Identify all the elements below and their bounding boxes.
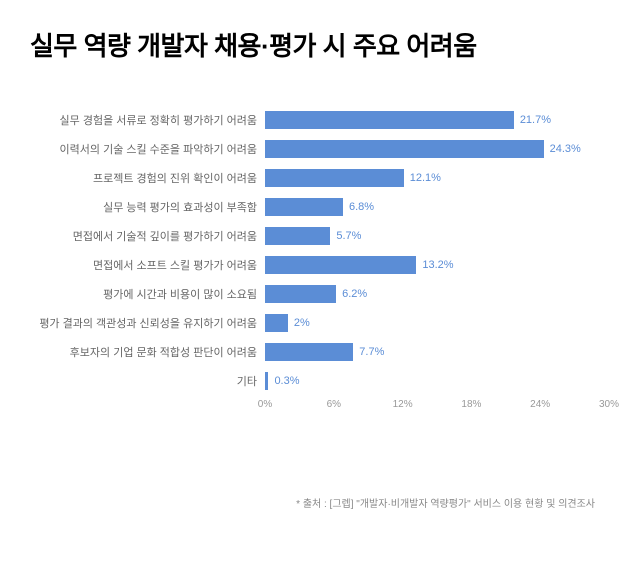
value-label: 5.7%	[336, 230, 361, 242]
chart-title: 실무 역량 개발자 채용·평가 시 주요 어려움	[30, 30, 609, 64]
value-label: 0.3%	[274, 375, 299, 387]
bar	[265, 111, 514, 129]
x-tick: 30%	[599, 399, 619, 410]
bar-track: 2%	[265, 314, 609, 332]
chart-row: 면접에서 소프트 스킬 평가가 어려움 13.2%	[30, 254, 609, 276]
bar	[265, 285, 336, 303]
value-label: 6.2%	[342, 288, 367, 300]
x-tick: 12%	[393, 399, 413, 410]
bar	[265, 140, 544, 158]
category-label: 면접에서 소프트 스킬 평가가 어려움	[30, 257, 265, 273]
value-label: 7.7%	[359, 346, 384, 358]
bar-track: 6.2%	[265, 285, 609, 303]
value-label: 12.1%	[410, 172, 441, 184]
value-label: 24.3%	[550, 143, 581, 155]
source-text: * 출처 : [그렙] "개발자·비개발자 역량평가" 서비스 이용 현황 및 …	[296, 495, 595, 510]
value-label: 13.2%	[422, 259, 453, 271]
x-axis: 0%6%12%18%24%30%	[30, 399, 609, 419]
category-label: 이력서의 기술 스킬 수준을 파악하기 어려움	[30, 141, 265, 157]
bar-track: 12.1%	[265, 169, 609, 187]
x-tick: 6%	[327, 399, 341, 410]
x-tick: 0%	[258, 399, 272, 410]
chart-row: 면접에서 기술적 깊이를 평가하기 어려움 5.7%	[30, 225, 609, 247]
category-label: 기타	[30, 373, 265, 389]
bar	[265, 198, 343, 216]
bar-track: 7.7%	[265, 343, 609, 361]
chart-row: 후보자의 기업 문화 적합성 판단이 어려움 7.7%	[30, 341, 609, 363]
bar-track: 5.7%	[265, 227, 609, 245]
value-label: 21.7%	[520, 114, 551, 126]
chart-row: 프로젝트 경험의 진위 확인이 어려움 12.1%	[30, 167, 609, 189]
bar	[265, 227, 330, 245]
category-label: 후보자의 기업 문화 적합성 판단이 어려움	[30, 344, 265, 360]
category-label: 실무 경험을 서류로 정확히 평가하기 어려움	[30, 112, 265, 128]
bar	[265, 314, 288, 332]
x-tick: 24%	[530, 399, 550, 410]
chart-row: 평가에 시간과 비용이 많이 소요됨 6.2%	[30, 283, 609, 305]
bar-track: 24.3%	[265, 140, 609, 158]
x-tick: 18%	[461, 399, 481, 410]
bar-track: 21.7%	[265, 111, 609, 129]
bar	[265, 169, 404, 187]
chart-row: 이력서의 기술 스킬 수준을 파악하기 어려움 24.3%	[30, 138, 609, 160]
category-label: 평가에 시간과 비용이 많이 소요됨	[30, 286, 265, 302]
bar	[265, 256, 416, 274]
category-label: 실무 능력 평가의 효과성이 부족함	[30, 199, 265, 215]
chart-row: 기타 0.3%	[30, 370, 609, 392]
category-label: 프로젝트 경험의 진위 확인이 어려움	[30, 170, 265, 186]
category-label: 면접에서 기술적 깊이를 평가하기 어려움	[30, 228, 265, 244]
bar	[265, 372, 268, 390]
chart-area: 실무 경험을 서류로 정확히 평가하기 어려움 21.7% 이력서의 기술 스킬 수…	[30, 109, 609, 419]
value-label: 2%	[294, 317, 310, 329]
bar	[265, 343, 353, 361]
bar-track: 13.2%	[265, 256, 609, 274]
value-label: 6.8%	[349, 201, 374, 213]
chart-row: 실무 능력 평가의 효과성이 부족함 6.8%	[30, 196, 609, 218]
category-label: 평가 결과의 객관성과 신뢰성을 유지하기 어려움	[30, 315, 265, 331]
chart-row: 평가 결과의 객관성과 신뢰성을 유지하기 어려움 2%	[30, 312, 609, 334]
bars-container: 실무 경험을 서류로 정확히 평가하기 어려움 21.7% 이력서의 기술 스킬 수…	[30, 109, 609, 392]
chart-row: 실무 경험을 서류로 정확히 평가하기 어려움 21.7%	[30, 109, 609, 131]
bar-track: 6.8%	[265, 198, 609, 216]
bar-track: 0.3%	[265, 372, 609, 390]
